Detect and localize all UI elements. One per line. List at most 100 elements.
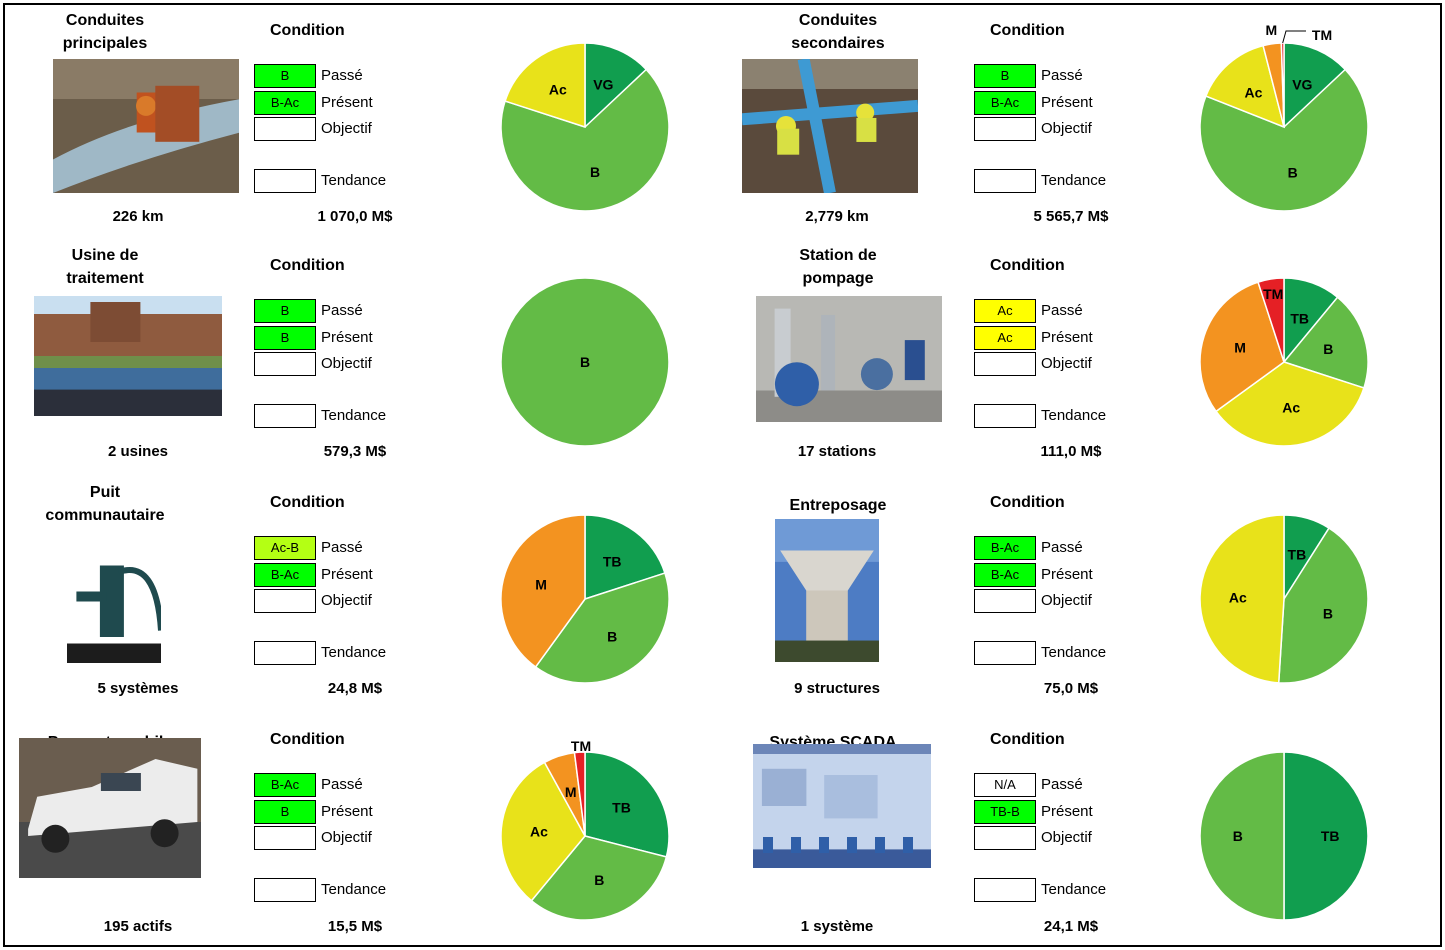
pie-chart: VG B Ac: [500, 42, 670, 212]
pie-chart: TB B Ac: [1199, 514, 1369, 684]
asset-count: 9 structures: [794, 680, 880, 697]
slice-label: Ac: [549, 82, 567, 98]
condition-label-target: Objectif: [321, 120, 372, 137]
condition-box-past: N/A: [974, 773, 1036, 797]
suv-photo: [19, 738, 201, 878]
pie-slice-b: [1199, 68, 1369, 212]
condition-box-present: B-Ac: [254, 91, 316, 115]
slice-label: M: [535, 577, 547, 593]
slice-label: B: [607, 628, 617, 644]
condition-box-present: B-Ac: [254, 563, 316, 587]
hand-pump-photo: [67, 533, 161, 663]
pie-slice-tb: [1283, 751, 1369, 921]
condition-label-present: Présent: [321, 566, 373, 583]
condition-box-target: [974, 826, 1036, 850]
condition-label-past: Passé: [321, 302, 363, 319]
asset-count: 2 usines: [107, 443, 169, 460]
condition-heading: Condition: [270, 494, 345, 511]
leader-line: [1282, 30, 1306, 44]
condition-heading: Condition: [990, 731, 1065, 748]
pie-slice-tb: [584, 514, 666, 601]
asset-value: 24,1 M$: [1043, 918, 1099, 935]
asset-count: 17 stations: [797, 443, 877, 460]
condition-label-trend: Tendance: [321, 644, 387, 661]
slice-label: B: [594, 872, 604, 888]
slice-label: TB: [1288, 547, 1307, 563]
asset-panel-usine-de-traitement: Usine de traitement Condition B Passé B Prése…: [3, 240, 730, 479]
pie-slice-vg: [584, 42, 648, 129]
condition-label-present: Présent: [1041, 94, 1093, 111]
asset-value: 1 070,0 M$: [317, 208, 393, 225]
asset-condition-grid: Conduites principales Condition B Passé B-Ac…: [3, 3, 1442, 947]
condition-label-past: Passé: [1041, 539, 1083, 556]
condition-label-target: Objectif: [1041, 592, 1092, 609]
slice-label: Ac: [1282, 400, 1300, 416]
asset-value: 579,3 M$: [323, 443, 387, 460]
pie-chart: TB B Ac M TM: [1199, 277, 1369, 447]
pipe-repair-photo: [53, 59, 239, 193]
pie-chart: TB B Ac M TM: [500, 738, 670, 921]
condition-label-present: Présent: [1041, 803, 1093, 820]
scada-screen-photo: [753, 744, 931, 868]
slice-label: M: [1234, 340, 1246, 356]
panel-title: Conduites principales: [62, 12, 148, 52]
pie-slice-b: [500, 277, 670, 447]
asset-value: 24,8 M$: [327, 680, 383, 697]
slice-label: B: [1233, 828, 1243, 844]
pie-slice-b: [1277, 527, 1369, 684]
condition-box-present: B-Ac: [974, 91, 1036, 115]
pie-slice-ac: [504, 42, 586, 129]
condition-box-target: [254, 117, 316, 141]
condition-box-target: [254, 589, 316, 613]
condition-box-trend: [254, 878, 316, 902]
pie-slice-tm: [1280, 42, 1285, 128]
panel-title: Entreposage: [789, 497, 887, 514]
condition-label-trend: Tendance: [1041, 407, 1107, 424]
condition-box-past: Ac: [974, 299, 1036, 323]
pie-slice-ac: [1199, 514, 1285, 684]
slice-label: TB: [603, 554, 622, 570]
pie-chart: TB B: [1199, 751, 1369, 921]
condition-label-target: Objectif: [321, 829, 372, 846]
condition-label-present: Présent: [321, 94, 373, 111]
condition-label-past: Passé: [1041, 302, 1083, 319]
slice-label: TM: [1263, 286, 1283, 302]
condition-box-trend: [974, 641, 1036, 665]
water-tower-photo: [775, 519, 879, 662]
pie-slice-tb: [584, 751, 670, 858]
condition-box-present: B: [254, 326, 316, 350]
slice-label: TM: [571, 738, 591, 754]
pipe-installation-photo: [742, 59, 918, 193]
condition-label-target: Objectif: [1041, 355, 1092, 372]
condition-label-target: Objectif: [321, 355, 372, 372]
asset-value: 75,0 M$: [1043, 680, 1099, 697]
condition-label-target: Objectif: [1041, 829, 1092, 846]
pie-chart: B: [500, 277, 670, 447]
pie-slice-m: [500, 514, 586, 669]
condition-box-past: B: [254, 64, 316, 88]
condition-label-past: Passé: [321, 67, 363, 84]
condition-label-trend: Tendance: [321, 172, 387, 189]
condition-label-past: Passé: [1041, 776, 1083, 793]
panel-title: Conduites secondaires: [791, 12, 885, 52]
pie-slice-ac: [1214, 361, 1365, 447]
condition-box-past: B: [974, 64, 1036, 88]
slice-label: B: [1288, 164, 1298, 180]
asset-count: 5 systèmes: [97, 680, 179, 697]
slice-label: B: [580, 354, 590, 370]
slice-label: TM: [1312, 27, 1332, 43]
condition-label-present: Présent: [1041, 566, 1093, 583]
asset-panel-parc-automobile: Parc automobileConditionB-AcPasséBPrésen…: [3, 714, 730, 947]
pumping-station-photo: [756, 296, 942, 422]
slice-label: M: [1265, 22, 1277, 38]
condition-label-present: Présent: [1041, 329, 1093, 346]
asset-panel-puit-communautaire: Puit communautaire Condition Ac-B Passé B-Ac…: [3, 477, 730, 716]
condition-label-present: Présent: [321, 329, 373, 346]
pie-chart: TB B M: [500, 514, 670, 684]
pie-slice-b: [1199, 751, 1285, 921]
pie-slice-b: [1282, 296, 1369, 389]
slice-label: Ac: [530, 824, 548, 840]
condition-box-target: [974, 117, 1036, 141]
pie-slice-ac: [500, 761, 586, 902]
condition-label-past: Passé: [321, 776, 363, 793]
